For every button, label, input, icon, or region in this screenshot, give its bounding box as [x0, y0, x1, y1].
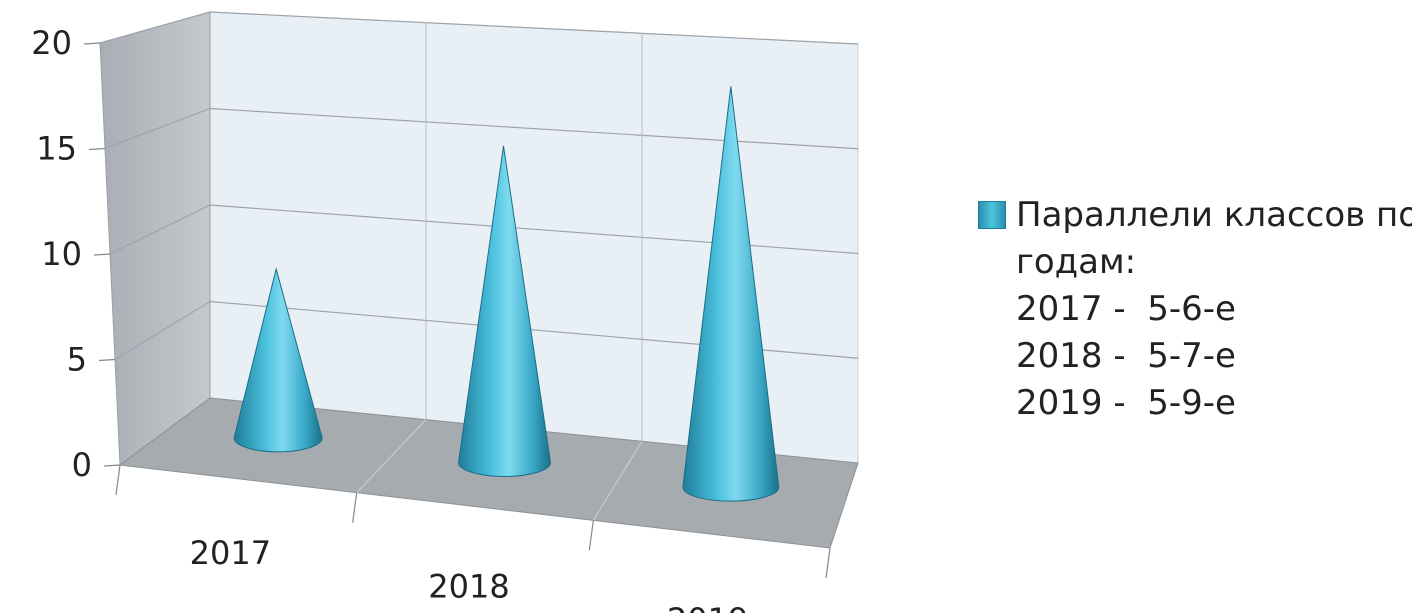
legend-line: 2018 - 5-7-е: [1016, 336, 1236, 376]
x-tick-mark: [825, 547, 831, 579]
y-tick-mark: [88, 147, 106, 151]
x-axis-ticks: 2017 2018 2019: [190, 534, 749, 613]
x-tick-label: 2017: [190, 534, 271, 572]
y-tick-label: 15: [36, 130, 77, 168]
legend: Параллели классов по годам: 2017 - 5-6-е…: [978, 192, 1412, 427]
y-tick-mark: [103, 464, 121, 467]
legend-line: Параллели классов по: [1016, 195, 1412, 235]
legend-line: 2019 - 5-9-е: [1016, 383, 1236, 423]
gridlines: [99, 11, 859, 442]
cone-body: [682, 86, 780, 502]
x-tick-mark: [352, 492, 358, 523]
legend-entry: Параллели классов по годам: 2017 - 5-6-е…: [978, 192, 1412, 427]
y-tick-mark: [98, 358, 116, 362]
cone-2017: [233, 267, 323, 453]
legend-line: 2017 - 5-6-е: [1016, 289, 1236, 329]
cone-series: [233, 86, 780, 502]
legend-text: Параллели классов по годам: 2017 - 5-6-е…: [1016, 192, 1412, 427]
x-tick-mark: [115, 464, 121, 496]
x-tick-label: 2019: [667, 601, 748, 613]
y-tick-label: 0: [72, 446, 92, 484]
y-tick-label: 10: [41, 235, 82, 273]
y-tick-mark: [93, 253, 111, 256]
y-tick-label: 20: [31, 24, 72, 62]
y-tick-label: 5: [67, 341, 87, 379]
legend-line: годам:: [1016, 242, 1137, 282]
cone-2018: [457, 145, 552, 477]
x-tick-mark: [588, 520, 594, 551]
cone-2019: [682, 86, 780, 502]
y-axis-ticks: 0 5 10 15 20: [31, 24, 121, 484]
side-wall: [99, 11, 211, 466]
legend-swatch: [978, 201, 1006, 229]
cone-body: [233, 267, 323, 453]
floor-divider: [592, 441, 643, 521]
cone-body: [457, 145, 552, 477]
x-tick-label: 2018: [428, 568, 509, 606]
floor-divider: [356, 419, 427, 494]
y-tick-mark: [83, 42, 101, 45]
